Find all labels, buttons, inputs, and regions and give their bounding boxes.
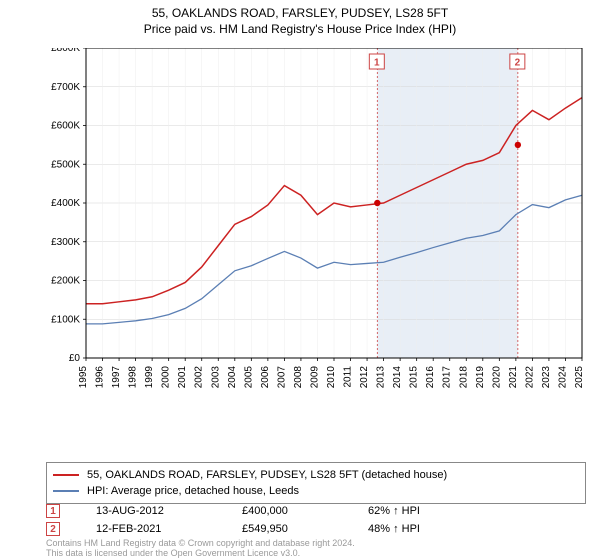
- title-line1: 55, OAKLANDS ROAD, FARSLEY, PUDSEY, LS28…: [0, 6, 600, 20]
- event-price: £400,000: [242, 505, 332, 517]
- svg-text:2: 2: [515, 58, 521, 69]
- svg-text:1: 1: [374, 58, 380, 69]
- svg-text:£800K: £800K: [51, 48, 80, 54]
- svg-text:2004: 2004: [227, 366, 238, 389]
- svg-text:£600K: £600K: [51, 121, 80, 132]
- svg-text:2009: 2009: [309, 366, 320, 389]
- legend-item: 55, OAKLANDS ROAD, FARSLEY, PUDSEY, LS28…: [53, 467, 579, 483]
- svg-text:2010: 2010: [326, 366, 337, 389]
- svg-text:2023: 2023: [541, 366, 552, 389]
- svg-text:£400K: £400K: [51, 198, 80, 209]
- svg-text:£200K: £200K: [51, 276, 80, 287]
- svg-text:2013: 2013: [376, 366, 387, 389]
- event-date: 13-AUG-2012: [96, 505, 206, 517]
- svg-text:£700K: £700K: [51, 82, 80, 93]
- svg-text:1997: 1997: [111, 366, 122, 389]
- svg-text:£0: £0: [69, 353, 81, 364]
- legend-item: HPI: Average price, detached house, Leed…: [53, 483, 579, 499]
- svg-text:2001: 2001: [177, 366, 188, 389]
- svg-text:2015: 2015: [409, 366, 420, 389]
- footer-line: This data is licensed under the Open Gov…: [46, 548, 586, 558]
- svg-text:2019: 2019: [475, 366, 486, 389]
- svg-text:£100K: £100K: [51, 314, 80, 325]
- event-row: 1 13-AUG-2012 £400,000 62% ↑ HPI: [46, 502, 586, 520]
- svg-text:2006: 2006: [260, 366, 271, 389]
- svg-text:2018: 2018: [458, 366, 469, 389]
- svg-text:2000: 2000: [161, 366, 172, 389]
- svg-text:£300K: £300K: [51, 237, 80, 248]
- legend-swatch: [53, 474, 79, 476]
- legend-swatch: [53, 490, 79, 492]
- event-marker-icon: 1: [46, 504, 60, 518]
- svg-text:2020: 2020: [491, 366, 502, 389]
- legend: 55, OAKLANDS ROAD, FARSLEY, PUDSEY, LS28…: [46, 462, 586, 504]
- svg-text:1999: 1999: [144, 366, 155, 389]
- svg-text:2005: 2005: [243, 366, 254, 389]
- event-date: 12-FEB-2021: [96, 523, 206, 535]
- footer-attribution: Contains HM Land Registry data © Crown c…: [46, 538, 586, 559]
- svg-text:2014: 2014: [392, 366, 403, 389]
- event-delta: 48% ↑ HPI: [368, 523, 458, 535]
- svg-text:2012: 2012: [359, 366, 370, 389]
- svg-text:2008: 2008: [293, 366, 304, 389]
- event-price: £549,950: [242, 523, 332, 535]
- title-block: 55, OAKLANDS ROAD, FARSLEY, PUDSEY, LS28…: [0, 0, 600, 36]
- svg-text:2022: 2022: [524, 366, 535, 389]
- chart-container: 55, OAKLANDS ROAD, FARSLEY, PUDSEY, LS28…: [0, 0, 600, 560]
- event-list: 1 13-AUG-2012 £400,000 62% ↑ HPI 2 12-FE…: [46, 502, 586, 538]
- svg-text:2007: 2007: [276, 366, 287, 389]
- event-marker-icon: 2: [46, 522, 60, 536]
- svg-text:£500K: £500K: [51, 159, 80, 170]
- svg-text:1995: 1995: [78, 366, 89, 389]
- footer-line: Contains HM Land Registry data © Crown c…: [46, 538, 586, 548]
- svg-text:2025: 2025: [574, 366, 585, 389]
- svg-text:2017: 2017: [442, 366, 453, 389]
- event-delta: 62% ↑ HPI: [368, 505, 458, 517]
- svg-text:2003: 2003: [210, 366, 221, 389]
- price-chart: 1 2 £0 £100K £200K £300K £400K £500K £600K £700K £…: [46, 48, 586, 410]
- svg-text:1996: 1996: [95, 366, 106, 389]
- svg-text:2021: 2021: [508, 366, 519, 389]
- svg-text:2002: 2002: [194, 366, 205, 389]
- svg-text:2024: 2024: [557, 366, 568, 389]
- legend-label: HPI: Average price, detached house, Leed…: [87, 485, 299, 497]
- svg-text:1998: 1998: [128, 366, 139, 389]
- title-line2: Price paid vs. HM Land Registry's House …: [0, 22, 600, 36]
- svg-text:2016: 2016: [425, 366, 436, 389]
- legend-label: 55, OAKLANDS ROAD, FARSLEY, PUDSEY, LS28…: [87, 469, 447, 481]
- svg-text:2011: 2011: [343, 366, 354, 388]
- event-row: 2 12-FEB-2021 £549,950 48% ↑ HPI: [46, 520, 586, 538]
